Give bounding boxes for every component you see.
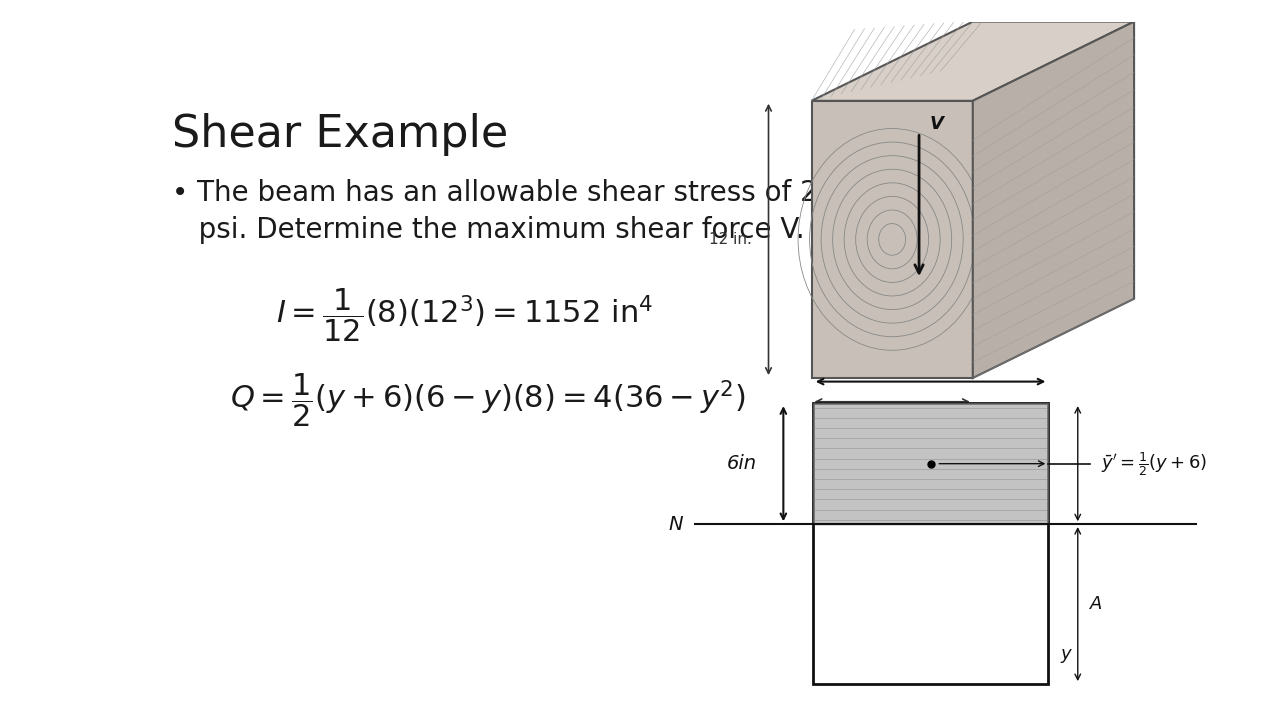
Text: y: y — [1061, 645, 1071, 662]
Text: $I = \dfrac{1}{12}(8)(12^3) = 1152\ \mathrm{in}^4$: $I = \dfrac{1}{12}(8)(12^3) = 1152\ \mat… — [276, 287, 653, 344]
Polygon shape — [812, 101, 973, 378]
Text: • The beam has an allowable shear stress of 200
   psi. Determine the maximum sh: • The beam has an allowable shear stress… — [172, 179, 852, 243]
Text: $Q = \dfrac{1}{2}(y + 6)(6 - y)(8) = 4(36 - y^2)$: $Q = \dfrac{1}{2}(y + 6)(6 - y)(8) = 4(3… — [229, 372, 745, 429]
Text: V: V — [929, 114, 943, 132]
Text: Shear Example: Shear Example — [172, 113, 508, 156]
Polygon shape — [973, 22, 1134, 378]
Text: $\bar{y}' = \frac{1}{2}(y+6)$: $\bar{y}' = \frac{1}{2}(y+6)$ — [1101, 450, 1207, 477]
Text: N: N — [668, 515, 684, 534]
Text: 12 in.: 12 in. — [709, 232, 753, 247]
Polygon shape — [812, 22, 1134, 101]
Bar — [813, 403, 1048, 684]
Text: A: A — [1089, 595, 1102, 613]
Text: 8 in.: 8 in. — [876, 421, 909, 436]
Text: 6in: 6in — [727, 454, 758, 473]
Bar — [813, 403, 1048, 524]
